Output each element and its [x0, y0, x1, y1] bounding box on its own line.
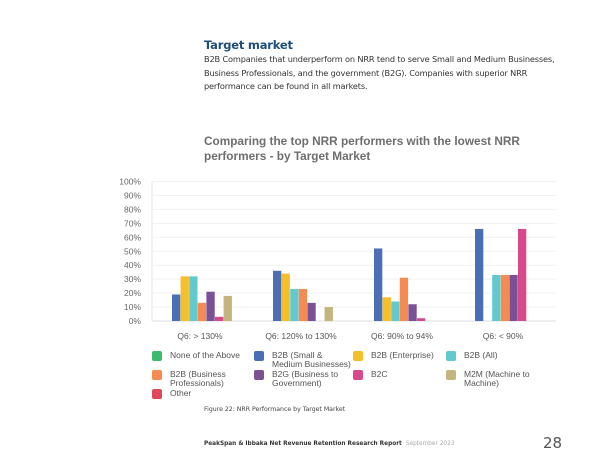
y-tick-label: 10% — [124, 302, 141, 312]
legend-item: B2B (Business Professionals) — [152, 370, 226, 388]
y-tick-label: 70% — [124, 218, 141, 228]
page-number: 28 — [543, 434, 563, 452]
bar — [475, 228, 484, 321]
bar — [206, 291, 215, 321]
legend-swatch — [152, 370, 162, 380]
legend-item: B2B (Small & Medium Businesses) — [254, 351, 351, 369]
legend-item: None of the Above — [152, 351, 240, 361]
y-tick-label: 0% — [129, 316, 142, 326]
legend-label: B2B (Business Professionals) — [170, 369, 226, 388]
y-tick-label: 80% — [124, 204, 141, 214]
legend-swatch — [254, 351, 264, 361]
y-tick-label: 100% — [119, 177, 141, 187]
legend-label: B2B (Enterprise) — [371, 350, 434, 360]
chart-title: Comparing the top NRR performers with th… — [204, 134, 520, 163]
legend-item: B2G (Business to Government) — [254, 370, 338, 388]
bar — [223, 295, 232, 321]
y-tick-label: 20% — [124, 288, 141, 298]
legend-swatch — [353, 370, 363, 380]
bar — [189, 276, 198, 321]
bar — [408, 304, 417, 321]
bar — [518, 228, 527, 321]
bar — [382, 297, 391, 321]
section-title: Target market — [204, 38, 293, 52]
bar — [281, 273, 290, 321]
legend-swatch — [446, 351, 456, 361]
bar — [290, 288, 299, 321]
y-tick-label: 90% — [124, 190, 141, 200]
legend-label: Other — [170, 388, 192, 398]
legend-label: B2B (Small & Medium Businesses) — [272, 350, 351, 369]
bar — [273, 270, 282, 321]
bar — [180, 276, 189, 321]
bar — [500, 274, 510, 321]
section-body: B2B Companies that underperform on NRR t… — [204, 54, 555, 91]
y-tick-label: 50% — [124, 246, 141, 256]
bar — [324, 307, 333, 321]
footer-report-title: PeakSpan & Ibbaka Net Revenue Retention … — [204, 441, 402, 447]
x-axis-ticks: Q6: > 130% Q6: 120% to 130% Q6: 90% to 94%… — [177, 331, 523, 341]
legend-item: B2C — [353, 370, 388, 380]
footer-date: September 2023 — [405, 441, 455, 447]
legend-swatch — [446, 370, 456, 380]
bar — [374, 248, 383, 321]
legend-item: B2B (All) — [446, 351, 498, 361]
x-tick-label: Q6: < 90% — [483, 331, 524, 341]
bar — [391, 301, 400, 321]
bar — [399, 277, 409, 321]
legend-swatch — [152, 389, 162, 399]
legend-swatch — [254, 370, 264, 380]
y-tick-label: 40% — [124, 260, 141, 270]
x-tick-label: Q6: 120% to 130% — [265, 331, 337, 341]
legend-item: M2M (Machine to Machine) — [446, 370, 530, 388]
bar — [492, 274, 501, 321]
y-tick-label: 30% — [124, 274, 141, 284]
figure-caption: Figure 22: NRR Performance by Target Mar… — [204, 406, 346, 413]
bars — [172, 228, 527, 321]
legend-swatch — [353, 351, 363, 361]
bar — [172, 294, 181, 321]
y-tick-label: 60% — [124, 232, 141, 242]
bar — [509, 274, 518, 321]
bar-chart: 0% 10% 20% 30% 40% 50% 60% 70% 80% 90% 100% Q6: > … — [119, 177, 556, 341]
legend-label: B2G (Business to Government) — [272, 369, 339, 388]
x-tick-label: Q6: 90% to 94% — [371, 331, 433, 341]
legend-label: B2C — [371, 369, 388, 379]
legend-swatch — [152, 351, 162, 361]
legend-label: None of the Above — [170, 350, 240, 360]
gridlines — [151, 181, 556, 322]
bar — [417, 318, 426, 321]
legend-label: B2B (All) — [464, 350, 498, 360]
bar — [307, 302, 316, 321]
bar — [197, 302, 207, 321]
bar — [215, 316, 224, 321]
x-tick-label: Q6: > 130% — [177, 331, 223, 341]
legend-item: Other — [152, 389, 191, 399]
bar — [298, 288, 308, 321]
y-axis-ticks: 0% 10% 20% 30% 40% 50% 60% 70% 80% 90% 100% — [119, 177, 141, 327]
legend-item: B2B (Enterprise) — [353, 351, 434, 361]
footer: PeakSpan & Ibbaka Net Revenue Retention … — [204, 441, 454, 447]
legend-label: M2M (Machine to Machine) — [464, 369, 530, 388]
